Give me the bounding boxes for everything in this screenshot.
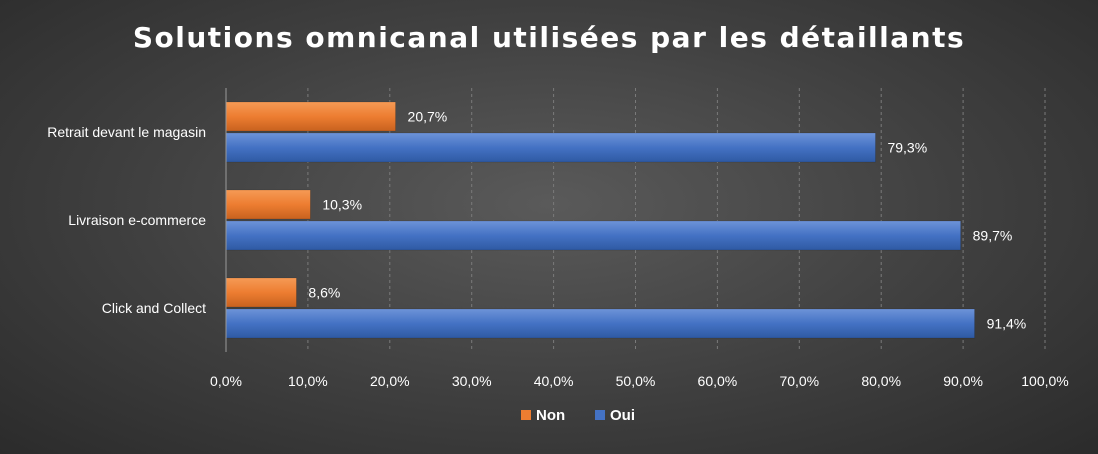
- chart-title: Solutions omnicanal utilisées par les dé…: [133, 21, 965, 54]
- x-tick-label: 50,0%: [616, 373, 656, 389]
- data-label: 91,4%: [987, 316, 1027, 332]
- x-tick-label: 90,0%: [943, 373, 983, 389]
- x-tick-label: 80,0%: [861, 373, 901, 389]
- x-tick-label: 100,0%: [1021, 373, 1068, 389]
- category-label: Livraison e-commerce: [68, 212, 206, 228]
- category-label: Retrait devant le magasin: [47, 124, 206, 140]
- bar-oui: [225, 220, 961, 251]
- data-label: 20,7%: [408, 109, 448, 125]
- axes: 0,0% 10,0% 20,0% 30,0% 40,0% 50,0% 60,0% 70,0% 8…: [47, 88, 1069, 389]
- data-label: 10,3%: [322, 197, 362, 213]
- legend-label: Non: [536, 407, 565, 424]
- category-label: Click and Collect: [102, 300, 206, 316]
- legend: Non Oui: [521, 407, 635, 424]
- x-tick-label: 70,0%: [779, 373, 819, 389]
- x-tick-label: 60,0%: [698, 373, 738, 389]
- bar-non: [225, 101, 396, 132]
- data-label: 79,3%: [887, 140, 927, 156]
- legend-label: Oui: [610, 407, 635, 424]
- legend-swatch-non: [521, 410, 531, 420]
- x-tick-label: 30,0%: [452, 373, 492, 389]
- data-label: 89,7%: [973, 228, 1013, 244]
- bar-oui: [225, 132, 876, 163]
- bar-oui: [225, 308, 975, 339]
- x-tick-label: 20,0%: [370, 373, 410, 389]
- x-tick-label: 40,0%: [534, 373, 574, 389]
- bar-non: [225, 277, 297, 308]
- bars: 20,7% 79,3% 10,3% 89,7% 8,6% 91,4%: [225, 101, 1027, 339]
- gridlines: [225, 88, 1046, 352]
- data-label: 8,6%: [308, 285, 340, 301]
- x-tick-label: 0,0%: [210, 373, 242, 389]
- bar-non: [225, 189, 311, 220]
- x-tick-label: 10,0%: [288, 373, 328, 389]
- legend-swatch-oui: [595, 410, 605, 420]
